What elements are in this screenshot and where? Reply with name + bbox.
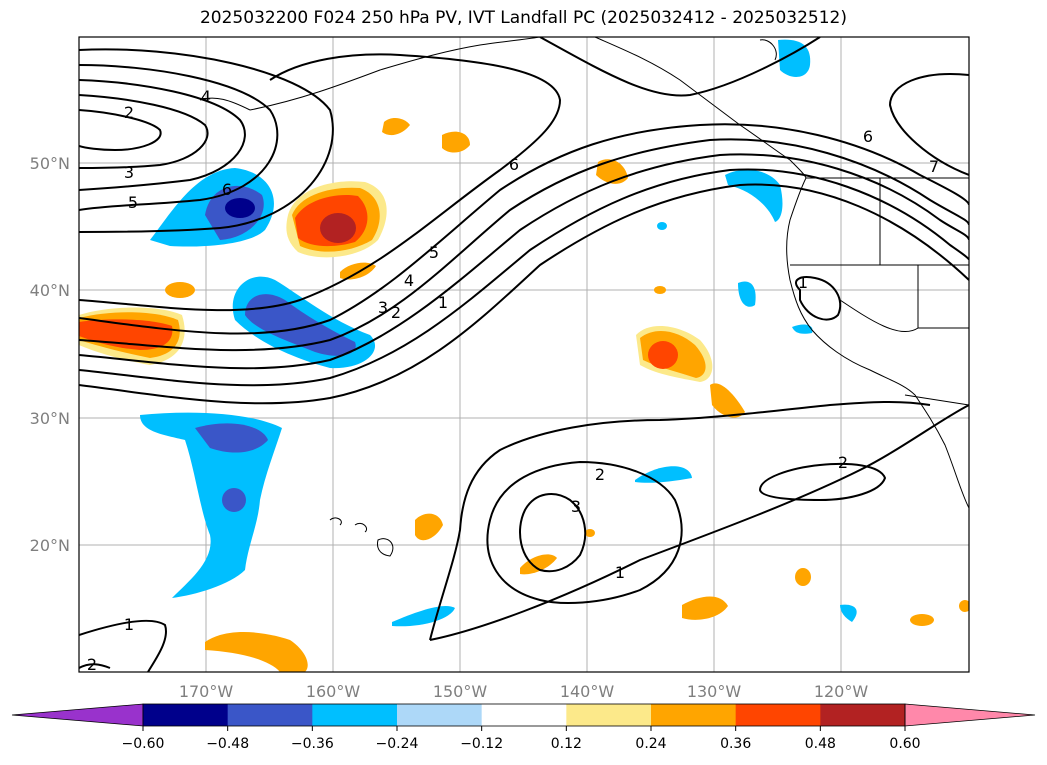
contour-label: 1 [124, 615, 134, 634]
lon-label: 150°W [433, 682, 488, 701]
contour-labels: 2 4 3 5 6 6 7 5 4 3 2 1 1 1 2 2 3 1 2 6 [87, 87, 939, 674]
contour-label: 4 [404, 271, 414, 290]
colorbar-segment [566, 704, 652, 726]
lon-label: 170°W [179, 682, 234, 701]
contour-label: 3 [571, 497, 581, 516]
lon-label: 130°W [687, 682, 742, 701]
colorbar-segment [481, 704, 567, 726]
lon-label: 120°W [814, 682, 869, 701]
contour-label: 7 [929, 157, 939, 176]
contour-label: 2 [87, 655, 97, 674]
colorbar-outline [142, 703, 906, 727]
colorbar-tick-label: −0.36 [291, 736, 334, 752]
colorbar-tick-label: 0.36 [720, 736, 751, 752]
contour-label: 1 [798, 273, 808, 292]
coastlines [199, 37, 969, 557]
contour-label: 2 [391, 303, 401, 322]
map-title: 2025032200 F024 250 hPa PV, IVT Landfall… [199, 8, 847, 28]
contour-label: 2 [838, 453, 848, 472]
colorbar-extend-low [11, 703, 144, 727]
colorbar-extend-high [904, 703, 1036, 727]
colorbar-tick-label: 0.60 [889, 736, 920, 752]
contour-label: 6 [863, 127, 873, 146]
lat-label: 40°N [30, 281, 70, 300]
colorbar-tick-label: −0.12 [460, 736, 503, 752]
contour-label: 5 [128, 193, 138, 212]
contour-label: 3 [124, 163, 134, 182]
colorbar-segment [397, 704, 483, 726]
colorbar-segment [820, 704, 906, 726]
colorbar: −0.60 −0.48 −0.36 −0.24 −0.12 0.12 0.24 0.36 0.4… [11, 703, 1036, 752]
lat-label: 30°N [30, 409, 70, 428]
contour-label: 6 [222, 180, 232, 199]
colorbar-tick-label: 0.48 [805, 736, 836, 752]
contour-label: 2 [124, 103, 134, 122]
pv-positive-shading [79, 118, 969, 672]
colorbar-tick-label: 0.24 [635, 736, 666, 752]
contour-label: 1 [615, 563, 625, 582]
contour-lines [79, 37, 969, 672]
lon-label: 160°W [306, 682, 361, 701]
latitude-labels: 50°N 40°N 30°N 20°N [30, 154, 70, 555]
contour-label: 4 [201, 87, 211, 106]
contour-label: 1 [438, 293, 448, 312]
contour-label: 5 [429, 243, 439, 262]
colorbar-segment [735, 704, 821, 726]
lat-label: 50°N [30, 154, 70, 173]
colorbar-tick-label: −0.24 [376, 736, 419, 752]
contour-label: 2 [595, 465, 605, 484]
contour-label: 3 [378, 298, 388, 317]
colorbar-tick-label: −0.48 [206, 736, 249, 752]
lat-label: 20°N [30, 536, 70, 555]
colorbar-segment [227, 704, 313, 726]
map-frame [78, 36, 970, 673]
longitude-labels: 170°W 160°W 150°W 140°W 130°W 120°W [179, 682, 869, 701]
colorbar-tick-label: −0.60 [122, 736, 165, 752]
colorbar-segment [143, 704, 229, 726]
lon-label: 140°W [560, 682, 615, 701]
colorbar-segment [312, 704, 398, 726]
colorbar-tick-label: 0.12 [551, 736, 582, 752]
colorbar-segment [651, 704, 737, 726]
contour-label: 6 [509, 155, 519, 174]
